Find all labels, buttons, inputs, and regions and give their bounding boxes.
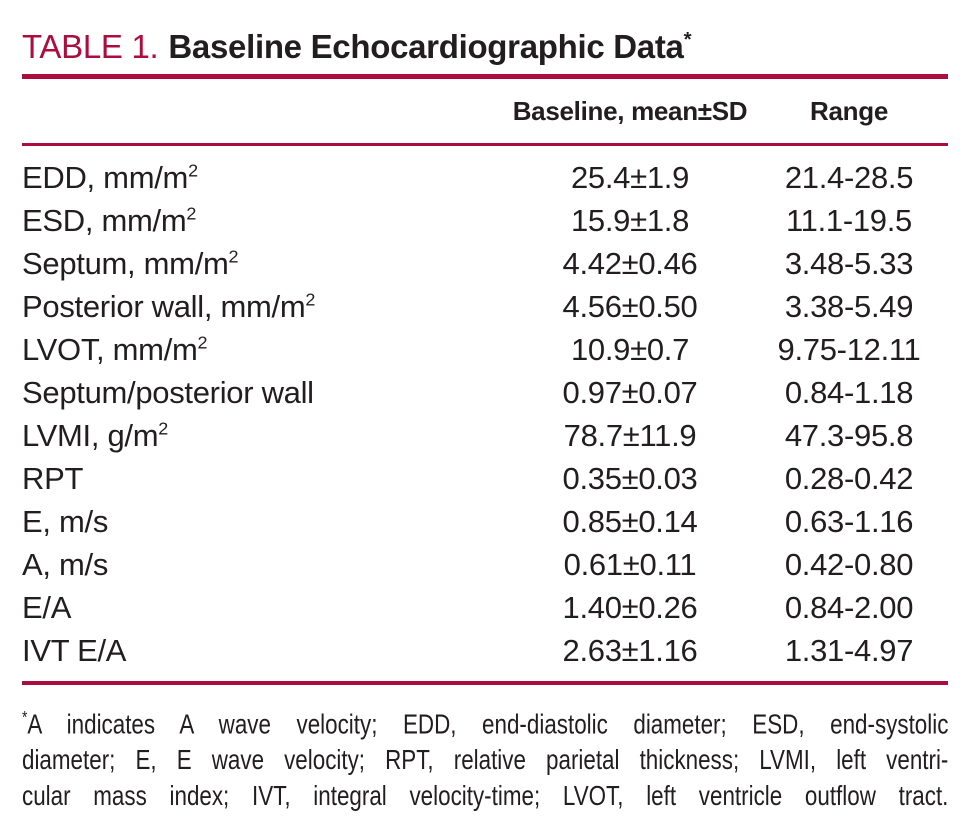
- cell-parameter: Septum/posterior wall: [22, 374, 314, 410]
- table-row: E/A 1.40±0.26 0.84-2.00: [22, 586, 948, 629]
- header-range: Range: [810, 95, 888, 126]
- cell-parameter: EDD, mm/m2: [22, 159, 198, 195]
- cell-range: 1.31-4.97: [784, 632, 914, 668]
- cell-baseline: 0.97±0.07: [562, 374, 698, 410]
- table-body: EDD, mm/m2 25.4±1.9 21.4-28.5 ESD, mm/m2…: [22, 146, 948, 672]
- table-row: LVMI, g/m2 78.7±11.9 47.3-95.8: [22, 414, 948, 457]
- table-row: LVOT, mm/m2 10.9±0.7 9.75-12.11: [22, 328, 948, 371]
- cell-baseline: 15.9±1.8: [570, 202, 690, 238]
- footnote-text: A indicates A wave velocity; EDD, end-di…: [27, 708, 949, 740]
- cell-range: 0.63-1.16: [784, 503, 914, 539]
- cell-parameter: LVOT, mm/m2: [22, 331, 208, 367]
- caption-asterisk: *: [683, 28, 692, 51]
- cell-parameter: LVMI, g/m2: [22, 417, 168, 453]
- table-row: Septum/posterior wall 0.97±0.07 0.84-1.1…: [22, 371, 948, 414]
- cell-baseline: 4.56±0.50: [562, 288, 698, 324]
- cell-parameter: A, m/s: [22, 546, 109, 582]
- footnote: *A indicates A wave velocity; EDD, end-d…: [22, 699, 948, 814]
- table-row: Posterior wall, mm/m2 4.56±0.50 3.38-5.4…: [22, 285, 948, 328]
- cell-parameter: IVT E/A: [22, 632, 127, 668]
- table-header-row: Baseline, mean±SD Range: [22, 79, 948, 143]
- table-figure: TABLE 1. Baseline Echocardiographic Data*…: [22, 18, 948, 814]
- cell-baseline: 0.61±0.11: [563, 546, 697, 582]
- cell-range: 47.3-95.8: [784, 417, 914, 453]
- footnote-line: cular mass index; IVT, integral velocity…: [22, 780, 949, 812]
- cell-parameter: E, m/s: [22, 503, 109, 539]
- cell-parameter: Septum, mm/m2: [22, 245, 239, 281]
- cell-baseline: 2.63±1.16: [562, 632, 698, 668]
- cell-range: 0.28-0.42: [784, 460, 914, 496]
- footnote-asterisk: *: [22, 707, 28, 727]
- table-number: TABLE 1.: [22, 28, 159, 65]
- table-row: A, m/s 0.61±0.11 0.42-0.80: [22, 543, 948, 586]
- cell-range: 9.75-12.11: [777, 331, 921, 367]
- cell-parameter: E/A: [22, 589, 72, 625]
- table-row: RPT 0.35±0.03 0.28-0.42: [22, 457, 948, 500]
- cell-baseline: 10.9±0.7: [570, 331, 690, 367]
- divider-top: [22, 74, 948, 79]
- cell-range: 21.4-28.5: [784, 159, 914, 195]
- table-title: TABLE 1. Baseline Echocardiographic Data*: [22, 18, 948, 65]
- table-row: ESD, mm/m2 15.9±1.8 11.1-19.5: [22, 199, 948, 242]
- table-row: E, m/s 0.85±0.14 0.63-1.16: [22, 500, 948, 543]
- cell-baseline: 0.35±0.03: [562, 460, 698, 496]
- table-caption: Baseline Echocardiographic Data: [168, 28, 684, 65]
- footnote-line: diameter; E, E wave velocity; RPT, relat…: [22, 744, 949, 776]
- cell-parameter: RPT: [22, 460, 84, 496]
- header-baseline: Baseline, mean±SD: [512, 95, 748, 126]
- cell-baseline: 78.7±11.9: [563, 417, 697, 453]
- divider-header: [22, 143, 948, 146]
- cell-baseline: 1.40±0.26: [562, 589, 698, 625]
- cell-baseline: 25.4±1.9: [570, 159, 690, 195]
- footnote-line: *A indicates A wave velocity; EDD, end-d…: [22, 699, 948, 742]
- cell-range: 0.42-0.80: [784, 546, 914, 582]
- cell-parameter: ESD, mm/m2: [22, 202, 197, 238]
- table-row: Septum, mm/m2 4.42±0.46 3.48-5.33: [22, 242, 948, 285]
- cell-parameter: Posterior wall, mm/m2: [22, 288, 316, 324]
- cell-range: 11.1-19.5: [786, 202, 912, 238]
- table-row: IVT E/A 2.63±1.16 1.31-4.97: [22, 629, 948, 672]
- cell-range: 0.84-1.18: [784, 374, 914, 410]
- cell-range: 3.38-5.49: [784, 288, 914, 324]
- cell-range: 3.48-5.33: [784, 245, 914, 281]
- divider-bottom: [22, 681, 948, 685]
- cell-baseline: 0.85±0.14: [562, 503, 698, 539]
- table-row: EDD, mm/m2 25.4±1.9 21.4-28.5: [22, 156, 948, 199]
- cell-baseline: 4.42±0.46: [562, 245, 698, 281]
- cell-range: 0.84-2.00: [784, 589, 914, 625]
